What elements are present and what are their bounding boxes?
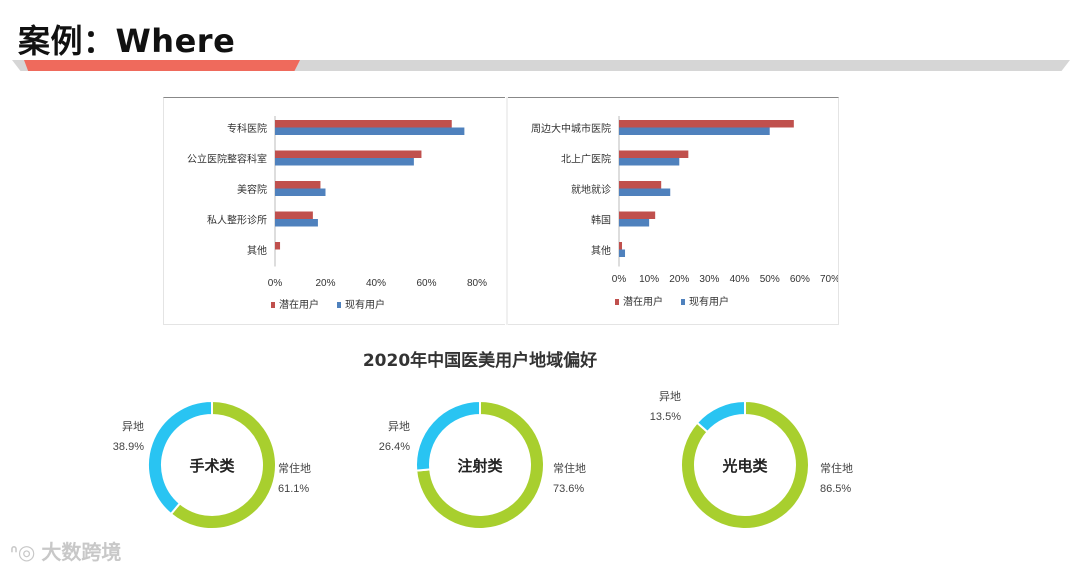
category-label: 就地就诊 <box>571 183 611 196</box>
x-tick-label: 0% <box>268 278 283 289</box>
x-tick-label: 60% <box>790 274 810 285</box>
legend-swatch <box>681 299 685 305</box>
bar <box>619 219 650 227</box>
bar <box>275 150 422 158</box>
bar <box>275 120 452 128</box>
x-tick-label: 30% <box>699 274 719 285</box>
donut-center-label: 光电类 <box>721 457 768 475</box>
bar <box>619 150 689 158</box>
x-tick-label: 0% <box>612 274 627 285</box>
bar <box>619 249 626 257</box>
slice-label: 常住地 <box>820 461 853 475</box>
x-tick-label: 40% <box>730 274 750 285</box>
x-tick-label: 10% <box>639 274 659 285</box>
page-title: 案例：Where <box>18 22 236 60</box>
x-tick-label: 80% <box>467 278 487 289</box>
category-label: 其他 <box>591 244 611 257</box>
category-label: 私人整形诊所 <box>207 214 267 227</box>
category-label: 周边大中城市医院 <box>531 122 611 135</box>
category-label: 专科医院 <box>227 122 267 135</box>
slice-label: 异地 <box>659 390 681 403</box>
slice-percent: 13.5% <box>650 411 681 423</box>
x-tick-label: 20% <box>669 274 689 285</box>
donut-slice <box>695 399 746 434</box>
category-label: 公立医院整容科室 <box>187 153 267 166</box>
x-tick-label: 20% <box>315 278 335 289</box>
watermark: ᐢ◎ 大数跨境 <box>10 536 121 565</box>
bar-chart-panel-left: 专科医院公立医院整容科室美容院私人整形诊所其他 0% 20% 40% 60% 80% 潜在用… <box>163 97 505 325</box>
legend-label: 潜在用户 <box>279 298 319 311</box>
donut-center-label: 注射类 <box>457 457 503 475</box>
bar <box>275 211 313 219</box>
slice-label: 常住地 <box>553 461 586 475</box>
bar <box>275 188 326 196</box>
x-tick-label: 50% <box>760 274 780 285</box>
legend-label: 现有用户 <box>689 295 729 308</box>
bar <box>619 211 656 219</box>
bar <box>275 158 414 166</box>
donut-section-title: 2020年中国医美用户地域偏好 <box>362 351 598 371</box>
donut-chart-photoelectric: 常住地 86.5% 异地 13.5% 光电类 <box>650 390 853 530</box>
bar <box>619 127 770 135</box>
category-label: 韩国 <box>591 214 611 227</box>
donut-chart-injection: 常住地 73.6% 异地 26.4% 注射类 <box>379 399 586 530</box>
bar-chart-panel-right: 周边大中城市医院北上广医院就地就诊韩国其他 0% 10% 20% 30% 40% 50% 60… <box>508 97 839 325</box>
slice-label: 异地 <box>388 420 410 433</box>
slice-percent: 61.1% <box>278 483 309 495</box>
bar <box>275 181 321 189</box>
x-tick-label: 70% <box>820 274 838 285</box>
legend-swatch <box>337 302 341 308</box>
bar <box>619 181 662 189</box>
donut-slice <box>415 399 481 472</box>
category-label: 美容院 <box>237 183 267 196</box>
watermark-logo-icon: ᐢ◎ <box>10 540 36 564</box>
legend-label: 潜在用户 <box>623 295 663 308</box>
donut-center-label: 手术类 <box>189 457 235 475</box>
donut-chart-surgery: 常住地 61.1% 异地 38.9% 手术类 <box>113 399 311 530</box>
donut-slice <box>147 399 213 516</box>
legend-swatch <box>271 302 275 308</box>
x-tick-label: 40% <box>366 278 386 289</box>
category-label: 其他 <box>247 244 267 257</box>
slice-percent: 73.6% <box>553 483 584 495</box>
donut-slice <box>415 399 545 530</box>
category-label: 北上广医院 <box>561 153 611 166</box>
bar <box>275 127 465 135</box>
donut-slice <box>680 399 810 530</box>
bar <box>275 219 318 227</box>
bar <box>275 242 281 250</box>
title-underline-accent <box>24 60 300 71</box>
x-tick-label: 60% <box>416 278 436 289</box>
slice-percent: 86.5% <box>820 483 851 495</box>
legend-label: 现有用户 <box>345 298 385 311</box>
slice-label: 常住地 <box>278 461 311 475</box>
title-underline-gray <box>12 60 1070 71</box>
bar <box>619 188 671 196</box>
bar <box>619 242 623 250</box>
watermark-text: 大数跨境 <box>41 540 122 564</box>
slice-percent: 38.9% <box>113 441 144 453</box>
bar <box>619 158 680 166</box>
slice-label: 异地 <box>122 420 144 433</box>
legend-swatch <box>615 299 619 305</box>
bar <box>619 120 794 128</box>
slice-percent: 26.4% <box>379 441 410 453</box>
